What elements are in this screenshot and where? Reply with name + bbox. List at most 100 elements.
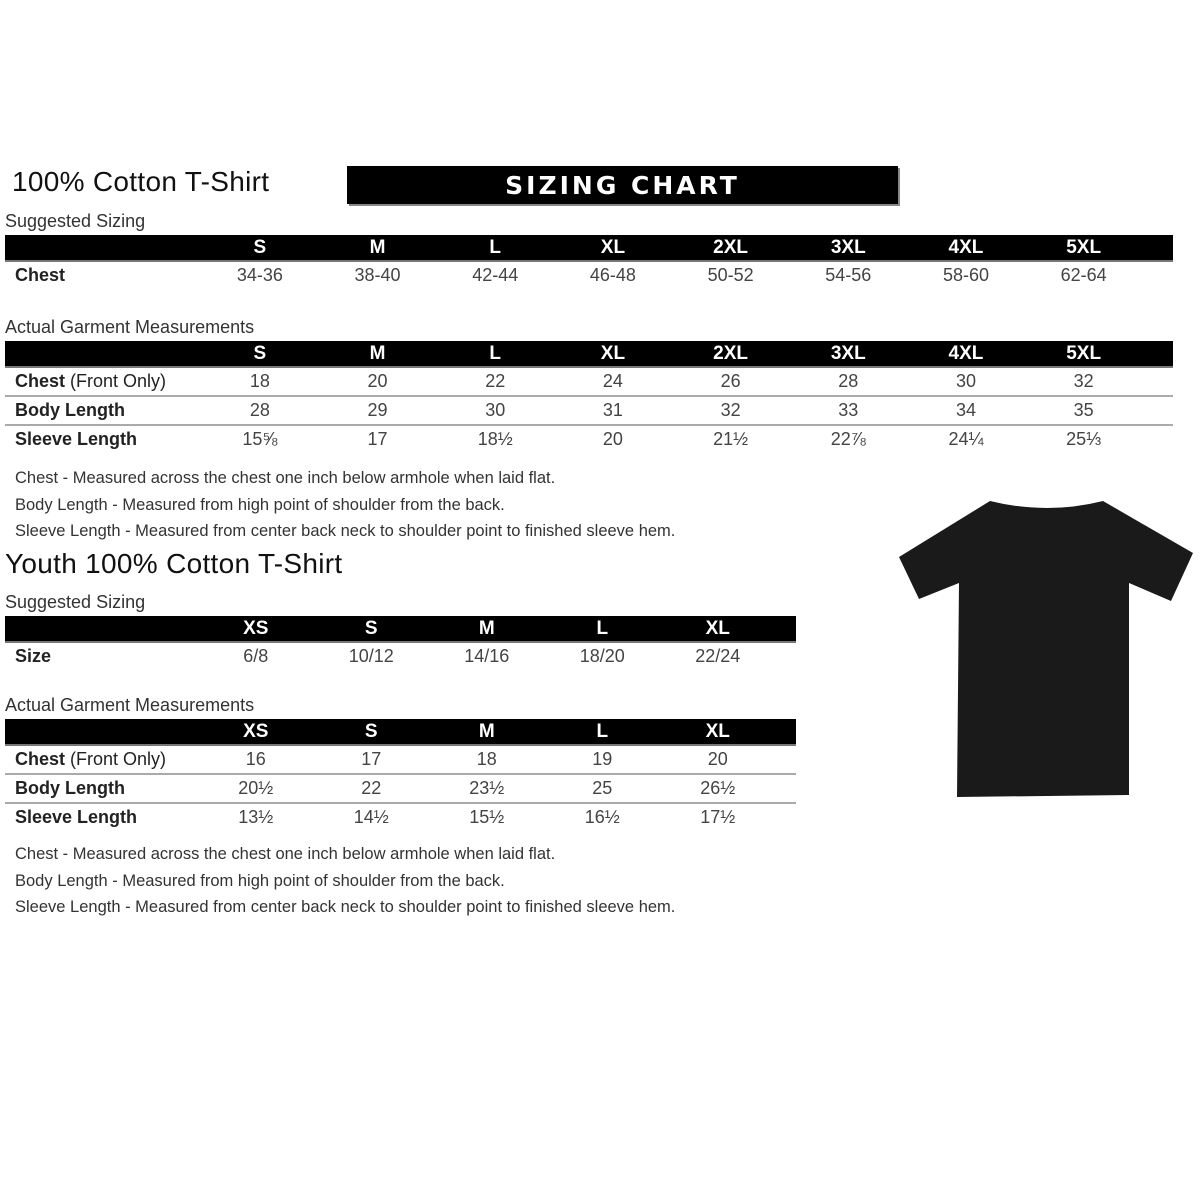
table-cell: 20: [602, 429, 623, 449]
row-label-text: Sleeve Length: [15, 807, 138, 827]
table-cell: 25: [592, 778, 613, 798]
size-header: L: [596, 618, 609, 639]
table-cell: 33: [838, 400, 859, 420]
note-sleeve-length: Sleeve Length - Measured from center bac…: [15, 522, 676, 540]
table-row: Chest (Front Only) 18 20 22 24 26 28 30 32: [5, 368, 1173, 397]
table-cell: 38-40: [354, 265, 401, 285]
youth-notes: Chest - Measured across the chest one in…: [15, 841, 675, 921]
table-cell: 19: [592, 749, 613, 769]
adult-suggested-table: S M L XL 2XL 3XL 4XL 5XL Chest 34-36 38-40 42-44 46-…: [5, 235, 1173, 289]
row-label: Chest: [5, 262, 201, 289]
adult-title: 100% Cotton T-Shirt: [12, 166, 270, 197]
size-header: M: [369, 343, 386, 364]
table-cell: 22/24: [695, 646, 741, 666]
size-header: 4XL: [948, 237, 984, 258]
row-label: Chest (Front Only): [5, 368, 201, 395]
size-header: 4XL: [948, 343, 984, 364]
table-cell: 62-64: [1060, 265, 1107, 285]
size-header: XL: [705, 618, 730, 639]
row-label: Body Length: [5, 775, 198, 802]
table-cell: 22: [361, 778, 382, 798]
size-header-row: XS S M L XL: [5, 616, 796, 643]
row-label-text: Chest: [15, 371, 66, 391]
size-header: 2XL: [713, 343, 749, 364]
row-label-text: Chest: [15, 265, 66, 285]
table-cell: 20½: [238, 778, 274, 798]
table-cell: 18: [476, 749, 497, 769]
table-cell: 20: [707, 749, 728, 769]
table-cell: 22: [485, 371, 506, 391]
youth-suggested-table: XS S M L XL Size 6/8 10/12 14/16 18/20 22/24: [5, 616, 796, 670]
row-label: Sleeve Length: [5, 804, 198, 831]
table-cell: 18/20: [579, 646, 625, 666]
table-cell: 25⅓: [1066, 429, 1102, 449]
table-cell: 23½: [469, 778, 505, 798]
table-cell: 18½: [477, 429, 513, 449]
table-cell: 28: [249, 400, 270, 420]
size-header: XL: [600, 237, 626, 258]
sizing-chart-banner: SIZING CHART: [347, 166, 898, 204]
size-header: L: [489, 237, 502, 258]
table-cell: 50-52: [707, 265, 754, 285]
row-label-note: (Front Only): [70, 749, 167, 769]
size-header: XS: [243, 721, 269, 742]
table-cell: 26½: [700, 778, 736, 798]
note-body-length: Body Length - Measured from high point o…: [15, 495, 505, 514]
table-cell: 58-60: [942, 265, 989, 285]
youth-actual-label: Actual Garment Measurements: [5, 695, 255, 715]
adult-suggested-label: Suggested Sizing: [5, 211, 146, 231]
row-label-note: (Front Only): [70, 371, 167, 391]
table-cell: 29: [367, 400, 388, 420]
size-header: 5XL: [1066, 237, 1102, 258]
size-header: 2XL: [713, 237, 749, 258]
table-cell: 28: [838, 371, 859, 391]
table-cell: 26: [720, 371, 741, 391]
youth-title: Youth 100% Cotton T-Shirt: [5, 548, 343, 579]
size-header: 3XL: [830, 343, 866, 364]
table-row: Chest 34-36 38-40 42-44 46-48 50-52 54-56 58-60…: [5, 262, 1173, 289]
row-label: Body Length: [5, 397, 201, 424]
note-sleeve-length: Sleeve Length - Measured from center bac…: [15, 898, 676, 916]
note-chest: Chest - Measured across the chest one in…: [15, 845, 556, 863]
size-header: S: [253, 343, 267, 364]
row-label: Sleeve Length: [5, 426, 201, 453]
row-label-text: Body Length: [15, 778, 125, 798]
table-cell: 32: [720, 400, 741, 420]
table-cell: 17½: [700, 807, 736, 827]
table-cell: 13½: [238, 807, 274, 827]
table-cell: 17: [361, 749, 382, 769]
table-cell: 24: [602, 371, 623, 391]
note-chest: Chest - Measured across the chest one in…: [15, 469, 556, 487]
table-row: Body Length 28 29 30 31 32 33 34 35: [5, 397, 1173, 426]
table-cell: 21½: [713, 429, 749, 449]
adult-notes: Chest - Measured across the chest one in…: [15, 465, 675, 545]
row-label: Chest (Front Only): [5, 746, 198, 773]
row-label-text: Size: [15, 646, 52, 666]
table-cell: 30: [485, 400, 506, 420]
size-header: 5XL: [1066, 343, 1102, 364]
table-cell: 10/12: [348, 646, 394, 666]
table-cell: 32: [1073, 371, 1094, 391]
table-cell: 24¼: [948, 429, 984, 449]
note-body-length: Body Length - Measured from high point o…: [15, 871, 505, 890]
size-header: L: [489, 343, 502, 364]
table-row: Sleeve Length 13½ 14½ 15½ 16½ 17½: [5, 804, 796, 831]
row-label: Size: [5, 643, 198, 670]
table-cell: 34-36: [236, 265, 283, 285]
table-cell: 54-56: [825, 265, 872, 285]
table-cell: 14/16: [464, 646, 510, 666]
table-row: Size 6/8 10/12 14/16 18/20 22/24: [5, 643, 796, 670]
table-cell: 46-48: [589, 265, 636, 285]
row-label-text: Chest: [15, 749, 66, 769]
table-cell: 16: [245, 749, 266, 769]
row-label-text: Sleeve Length: [15, 429, 138, 449]
table-cell: 18: [249, 371, 270, 391]
size-header: S: [364, 721, 378, 742]
table-cell: 42-44: [472, 265, 519, 285]
table-cell: 35: [1073, 400, 1094, 420]
adult-actual-table: S M L XL 2XL 3XL 4XL 5XL Chest (Front Only) 18 20 2…: [5, 341, 1173, 453]
size-header: S: [364, 618, 378, 639]
table-cell: 34: [955, 400, 976, 420]
youth-suggested-label: Suggested Sizing: [5, 592, 146, 612]
table-cell: 31: [602, 400, 623, 420]
